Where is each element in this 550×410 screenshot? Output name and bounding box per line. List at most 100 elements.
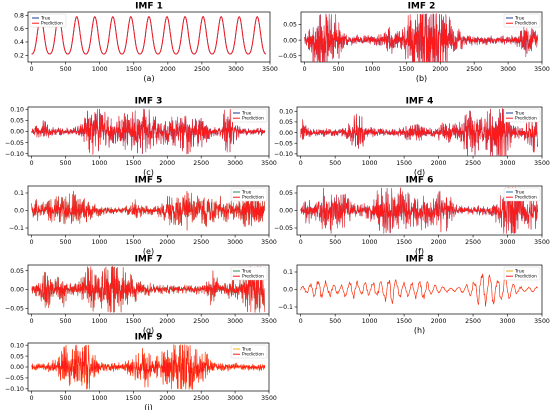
subplot-label: (e)	[143, 247, 154, 256]
y-tick-label: 0.8	[14, 13, 24, 20]
x-tick-label: 1500	[398, 66, 414, 73]
panel-title: IMF 9	[135, 333, 163, 343]
y-tick-label: 0.1	[283, 269, 293, 276]
legend-label-true: True	[514, 16, 525, 22]
panel-imf-3: IMF 3 0 500 1000 1500 2000 2500 3000 3500 −0.10 −0…	[5, 97, 277, 178]
y-tick-label: −0.10	[5, 386, 24, 393]
x-tick-label: 1500	[125, 239, 141, 246]
x-tick-label: 500	[329, 160, 341, 167]
series-line-prediction	[300, 273, 538, 307]
y-tick-label: −0.10	[5, 151, 24, 158]
x-tick-label: 1500	[125, 318, 141, 325]
x-tick-label: 0	[30, 395, 34, 402]
y-tick-label: 0.05	[283, 22, 297, 29]
legend-label-true: True	[514, 190, 525, 196]
subplot-label: (a)	[143, 74, 154, 83]
series-line-true	[31, 16, 267, 55]
panel-title: IMF 7	[135, 255, 163, 265]
y-tick-label: −0.1	[9, 225, 24, 232]
panel-title: IMF 3	[135, 97, 163, 107]
y-tick-label: 0.4	[14, 39, 24, 46]
panel-title: IMF 4	[406, 97, 434, 107]
x-tick-label: 1500	[126, 66, 142, 73]
x-tick-label: 2000	[159, 239, 175, 246]
y-tick-label: 0.0	[283, 287, 293, 294]
series-line-prediction	[31, 265, 266, 313]
x-tick-label: 500	[60, 395, 72, 402]
legend-label-prediction: Prediction	[515, 195, 537, 201]
x-tick-label: 2500	[193, 395, 209, 402]
x-tick-label: 3000	[227, 239, 243, 246]
panel-title: IMF 2	[408, 2, 436, 12]
x-tick-label: 1000	[362, 318, 378, 325]
panel-title: IMF 8	[406, 255, 434, 265]
x-tick-label: 2500	[465, 160, 481, 167]
y-tick-label: −0.10	[274, 151, 293, 158]
y-tick-label: −0.05	[5, 306, 24, 313]
subplot-label: (d)	[414, 168, 425, 177]
legend-box	[29, 13, 67, 28]
subplot-label: (i)	[144, 403, 152, 410]
x-tick-label: 3000	[227, 160, 243, 167]
x-tick-label: 1500	[396, 318, 412, 325]
panel-title: IMF 6	[406, 176, 434, 186]
x-tick-label: 2000	[159, 160, 175, 167]
x-tick-label: 3000	[500, 318, 516, 325]
legend-box	[230, 344, 268, 359]
y-tick-label: 0.00	[279, 208, 293, 215]
series-line-prediction	[31, 190, 266, 231]
axes-frame	[300, 11, 543, 63]
x-tick-label: 0	[299, 239, 303, 246]
legend-label-prediction: Prediction	[515, 116, 537, 122]
series-line-prediction	[304, 12, 539, 62]
x-tick-label: 3000	[500, 66, 516, 73]
panel-imf-9: IMF 9 0 500 1000 1500 2000 2500 3000 3500 −0.10 −0…	[5, 333, 277, 410]
x-tick-label: 500	[333, 66, 345, 73]
x-tick-label: 3500	[261, 239, 277, 246]
x-tick-label: 2000	[159, 318, 175, 325]
y-tick-label: 0.00	[10, 129, 24, 136]
legend-box	[230, 266, 268, 281]
subplot-label: (c)	[143, 168, 154, 177]
axes-frame	[296, 106, 543, 157]
legend-label-prediction: Prediction	[515, 21, 537, 27]
x-tick-label: 0	[30, 239, 34, 246]
legend-label-prediction: Prediction	[515, 274, 537, 280]
x-tick-label: 1000	[365, 66, 381, 73]
y-tick-label: 0.05	[10, 118, 24, 125]
y-tick-label: 0.00	[283, 37, 297, 44]
x-tick-label: 500	[60, 239, 72, 246]
x-tick-label: 1500	[396, 239, 412, 246]
legend-label-prediction: Prediction	[242, 352, 264, 358]
y-tick-label: 0.05	[10, 353, 24, 360]
panel-imf-4: IMF 4 0 500 1000 1500 2000 2500 3000 3500 −0.10 −0…	[274, 97, 550, 178]
x-tick-label: 3000	[500, 160, 516, 167]
subplot-label: (g)	[143, 326, 154, 335]
x-tick-label: 3000	[500, 239, 516, 246]
panel-imf-2: IMF 2 0 500 1000 1500 2000 2500 3000 3500 −0.05 0.…	[278, 2, 550, 84]
subplot-label: (f)	[415, 247, 424, 256]
panel-imf-8: IMF 8 0 500 1000 1500 2000 2500 3000 3500 −0.1 0.0…	[278, 255, 550, 336]
x-tick-label: 1000	[92, 395, 108, 402]
x-tick-label: 2000	[431, 160, 447, 167]
x-tick-label: 0	[30, 160, 34, 167]
x-tick-label: 0	[30, 66, 34, 73]
legend-label-true: True	[241, 347, 252, 353]
panel-imf-5: IMF 5 0 500 1000 1500 2000 2500 3000 3500 −0.1 0.0…	[9, 176, 277, 257]
x-tick-label: 3500	[534, 318, 550, 325]
y-tick-label: 0.10	[279, 108, 293, 115]
x-tick-label: 3500	[261, 318, 277, 325]
legend-box	[230, 187, 268, 202]
x-tick-label: 2500	[194, 66, 210, 73]
x-tick-label: 2000	[159, 395, 175, 402]
legend-label-true: True	[40, 16, 51, 22]
x-tick-label: 0	[299, 318, 303, 325]
x-tick-label: 2500	[466, 66, 482, 73]
